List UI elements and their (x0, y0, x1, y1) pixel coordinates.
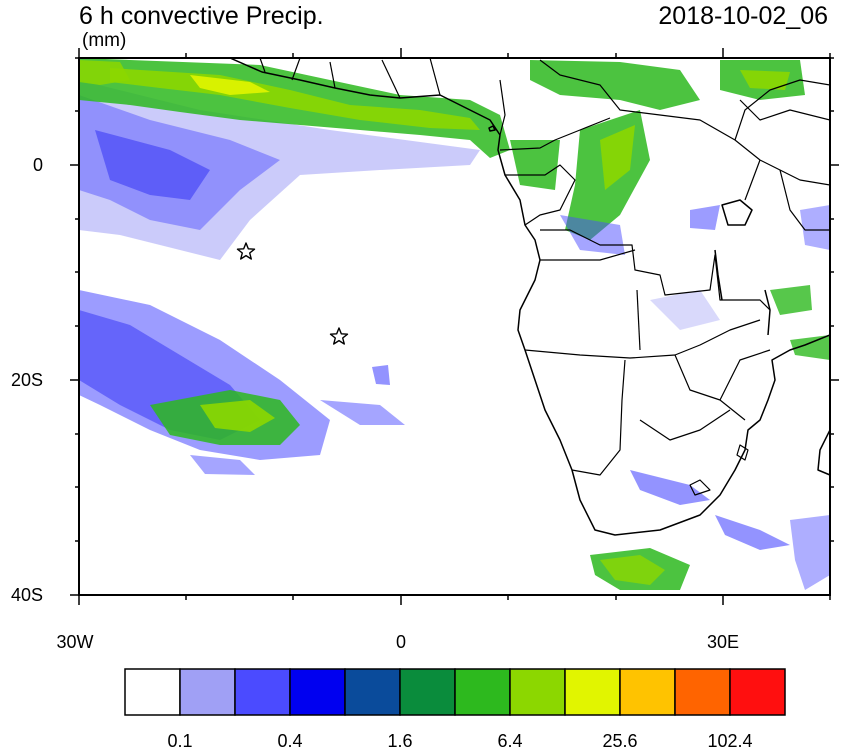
colorbar-swatch (564, 668, 621, 716)
station-markers (236, 242, 349, 345)
colorbar-swatch (674, 668, 731, 716)
colorbar-label: 6.4 (497, 731, 523, 751)
y-tick-label: 20S (10, 370, 43, 390)
colorbar-swatch (344, 668, 401, 716)
axis-ticks (70, 48, 839, 605)
x-tick-label: 30E (706, 632, 740, 652)
colorbar-swatch (619, 668, 676, 716)
colorbar (124, 668, 786, 716)
y-tick-label: 0 (32, 155, 43, 175)
y-tick-label: 40S (10, 585, 43, 605)
colorbar-label: 0.4 (277, 731, 303, 751)
colorbar-swatch (454, 668, 511, 716)
station-marker-2 (329, 327, 349, 345)
coastlines (229, 58, 830, 536)
colorbar-swatch (509, 668, 566, 716)
units-label: (mm) (82, 30, 127, 51)
colorbar-swatch (729, 668, 786, 716)
colorbar-swatch (289, 668, 346, 716)
colorbar-label: 0.1 (167, 731, 193, 751)
map-title: 6 h convective Precip. (79, 2, 324, 30)
x-tick-label: 0 (395, 632, 406, 652)
colorbar-swatch (234, 668, 291, 716)
colorbar-swatch (124, 668, 181, 716)
precipitation-field (79, 58, 830, 590)
colorbar-swatch (179, 668, 236, 716)
colorbar-label: 102.4 (707, 731, 753, 751)
colorbar-swatch (399, 668, 456, 716)
colorbar-label: 1.6 (387, 731, 413, 751)
map-valid-time: 2018-10-02_06 (658, 2, 828, 30)
colorbar-label: 25.6 (602, 731, 638, 751)
country-borders (259, 58, 830, 496)
x-tick-label: 30W (56, 632, 94, 652)
station-marker-1 (236, 242, 256, 260)
